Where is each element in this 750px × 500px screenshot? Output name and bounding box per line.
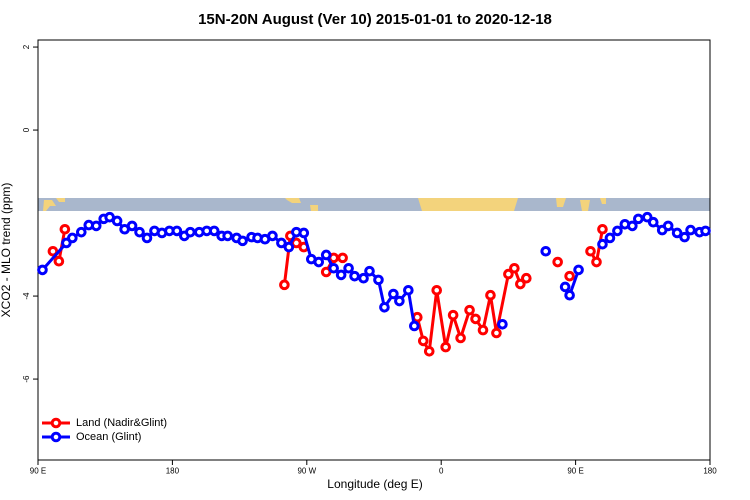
data-point: [222, 230, 233, 242]
data-point: [237, 235, 248, 247]
data-point: [521, 272, 532, 284]
legend-marker: [50, 417, 62, 429]
y-tick-label: -6: [22, 375, 31, 383]
data-point: [491, 327, 502, 339]
data-point: [671, 227, 683, 239]
data-point: [440, 341, 451, 353]
y-tick-label: -4: [22, 292, 31, 300]
data-point: [208, 225, 220, 237]
data-point: [379, 301, 390, 313]
data-point: [559, 281, 571, 293]
y-tick-label: 0: [22, 127, 31, 132]
data-point: [76, 226, 87, 238]
data-point: [477, 324, 489, 336]
data-point: [591, 256, 602, 268]
legend-label: Ocean (Glint): [76, 431, 141, 443]
data-point: [141, 232, 153, 244]
data-point: [447, 309, 459, 321]
data-point: [662, 220, 674, 232]
data-point: [320, 249, 332, 261]
data-point: [53, 255, 65, 267]
data-point: [485, 289, 496, 301]
data-point: [515, 278, 526, 290]
data-point: [335, 269, 347, 281]
x-tick-label: 180: [166, 467, 180, 476]
data-point: [685, 224, 696, 236]
data-point: [276, 237, 287, 249]
data-point: [503, 268, 514, 280]
data-point: [633, 213, 644, 225]
data-point: [364, 265, 375, 277]
data-point: [627, 220, 638, 232]
data-point: [552, 256, 563, 268]
data-point: [509, 262, 520, 274]
data-point: [564, 270, 575, 282]
data-point: [612, 225, 623, 237]
x-axis-label: Longitude (deg E): [327, 477, 422, 491]
data-point: [59, 223, 71, 235]
data-point: [90, 220, 102, 232]
data-point: [394, 295, 405, 307]
data-point: [573, 264, 584, 276]
plot-frame: [37, 39, 711, 461]
data-point: [171, 225, 183, 237]
x-tick-label: 0: [439, 467, 444, 476]
data-point: [37, 264, 48, 276]
data-point: [283, 241, 295, 253]
data-point: [298, 227, 310, 239]
data-point: [464, 304, 475, 316]
data-point: [349, 270, 360, 282]
data-point: [337, 252, 348, 264]
data-point: [403, 284, 414, 296]
data-point: [431, 284, 443, 296]
data-point: [597, 238, 608, 250]
data-point: [647, 216, 659, 228]
data-point: [358, 272, 369, 284]
data-point: [328, 262, 339, 274]
data-point: [585, 245, 596, 257]
map-strip: [38, 198, 710, 211]
x-tick-label: 90 E: [30, 467, 46, 476]
data-point: [497, 318, 508, 330]
y-axis-label: XCO2 - MLO trend (ppm): [0, 183, 13, 318]
data-point: [540, 245, 552, 257]
data-point: [423, 345, 435, 357]
legend-label: Land (Nadir&Glint): [76, 417, 167, 429]
data-point: [597, 223, 608, 235]
data-point: [343, 262, 354, 274]
data-point: [373, 274, 384, 286]
x-tick-label: 90 W: [297, 467, 316, 476]
data-point: [417, 335, 429, 347]
data-point: [67, 232, 78, 244]
x-tick-label: 180: [703, 467, 717, 476]
data-point: [126, 220, 138, 232]
data-point: [47, 245, 59, 257]
data-point: [134, 226, 145, 238]
data-point: [564, 289, 575, 301]
data-point: [313, 256, 325, 268]
data-point: [679, 231, 690, 243]
y-tick-label: 2: [22, 44, 31, 49]
data-point: [279, 279, 290, 291]
data-point: [455, 332, 466, 344]
chart-title: 15N-20N August (Ver 10) 2015-01-01 to 20…: [198, 11, 552, 28]
data-point: [185, 226, 196, 238]
data-point: [267, 230, 278, 242]
x-tick-label: 90 E: [567, 467, 583, 476]
data-point: [604, 232, 616, 244]
data-point: [470, 313, 481, 325]
data-point: [388, 288, 399, 300]
data-point: [111, 215, 123, 227]
series-line: [51, 228, 604, 356]
legend-marker: [50, 431, 62, 443]
data-point: [700, 225, 711, 237]
data-point: [409, 320, 420, 332]
